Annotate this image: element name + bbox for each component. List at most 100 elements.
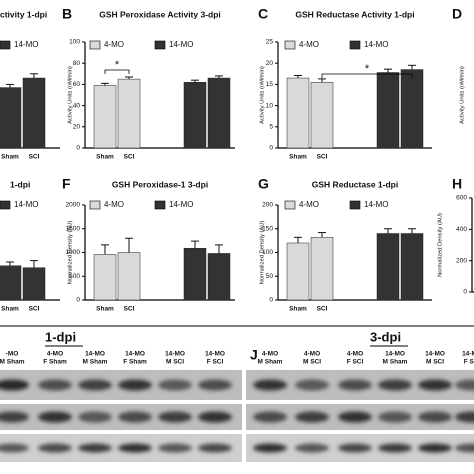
chart-title: GSH Reductase Activity 1-dpi: [295, 9, 414, 19]
blot-heading: 1-dpi: [45, 329, 76, 344]
panel-letter: H: [452, 176, 462, 192]
y-tick-label: 400: [456, 226, 467, 233]
error-bar: [294, 236, 302, 243]
x-tick-label: SCI: [124, 154, 135, 161]
blot-band: [295, 443, 329, 453]
blot-band: [338, 379, 372, 391]
significance-bracket: [321, 73, 413, 78]
error-bar: [384, 68, 392, 73]
lane-group: F Sham: [43, 359, 67, 366]
bar: [310, 82, 334, 149]
y-tick-label: 200: [262, 202, 273, 209]
x-tick-label: SCI: [317, 154, 328, 161]
lane-group: F SCI: [464, 359, 474, 366]
blot-band: [455, 443, 474, 453]
error-bar: [125, 237, 133, 253]
y-axis-label: Normalized Density (AU): [438, 213, 444, 277]
y-axis-label: Normalized Density (AU): [68, 221, 74, 285]
y-tick-label: 80: [73, 60, 81, 67]
y-tick-label: 20: [73, 124, 81, 131]
lane-age: 14-MO: [425, 351, 445, 358]
lane-age: 14-MO: [385, 351, 405, 358]
lane-age: 14-MO: [85, 351, 105, 358]
blot-band: [78, 411, 112, 423]
error-bar: [294, 74, 302, 79]
lane-age: 14-MO: [462, 351, 474, 358]
blot-band: [378, 443, 412, 453]
error-bar: [215, 75, 223, 79]
error-bar: [191, 79, 199, 83]
error-bar: [318, 232, 326, 238]
blot-band: [253, 379, 287, 391]
panel-letter: C: [258, 6, 268, 22]
legend-label: 4-MO: [299, 40, 319, 49]
x-tick-label: SCI: [29, 306, 40, 313]
legend-label: 14-MO: [169, 200, 193, 209]
blot-band: [158, 411, 192, 423]
bar: [286, 242, 310, 301]
bar: [400, 69, 424, 149]
error-bar: [384, 228, 392, 234]
x-tick-label: SCI: [29, 154, 40, 161]
blot-band: [378, 411, 412, 423]
blot-band: [198, 379, 232, 391]
y-tick-label: 100: [262, 249, 273, 256]
x-tick-label: SCI: [317, 306, 328, 313]
lane-group: M Sham: [383, 359, 408, 366]
blot-band: [253, 443, 287, 453]
blot-band: [455, 411, 474, 423]
blot-band: [0, 411, 29, 423]
panel-letter: D: [452, 6, 462, 22]
error-bar: [125, 76, 133, 80]
blot-band: [38, 379, 72, 391]
y-tick-label: 1500: [66, 225, 81, 232]
x-tick-label: Sham: [1, 306, 19, 313]
blot-band: [0, 379, 29, 391]
blot-band: [418, 443, 452, 453]
y-axis-label: Normalized Density (AU): [260, 221, 266, 285]
error-bar: [215, 244, 223, 254]
x-tick-label: Sham: [1, 154, 19, 161]
y-tick-label: 1000: [66, 249, 81, 256]
blot-band: [198, 443, 232, 453]
error-bar: [101, 82, 109, 86]
y-tick-label: 0: [269, 297, 273, 304]
x-tick-label: Sham: [96, 306, 114, 313]
error-bar: [6, 261, 14, 266]
legend-swatch: [349, 200, 361, 210]
legend-label: 4-MO: [104, 40, 124, 49]
y-tick-label: 20: [266, 60, 274, 67]
significance-mark: *: [115, 59, 120, 71]
y-axis-label: Activity Units (nM/min): [260, 66, 266, 124]
bar: [286, 77, 310, 149]
blot-band: [38, 443, 72, 453]
legend-swatch: [0, 200, 11, 210]
bar: [22, 77, 46, 149]
y-tick-label: 0: [76, 297, 80, 304]
y-tick-label: 100: [69, 39, 80, 46]
chart-title: GSH Peroxidase-1 3-dpi: [112, 179, 208, 189]
legend-label: 14-MO: [364, 200, 388, 209]
lane-group: F Sham: [123, 359, 147, 366]
blot-band: [418, 411, 452, 423]
y-tick-label: 2000: [66, 202, 81, 209]
y-tick-label: 25: [266, 39, 274, 46]
y-tick-label: 500: [69, 273, 80, 280]
blot-band: [253, 411, 287, 423]
blot-band: [38, 411, 72, 423]
y-tick-label: 0: [269, 145, 273, 152]
y-tick-label: 0: [76, 145, 80, 152]
lane-age: 14-MO: [165, 351, 185, 358]
lane-group: M Sham: [258, 359, 283, 366]
chart-title: 1-dpi: [10, 179, 30, 189]
y-tick-label: 600: [456, 195, 467, 202]
blot-band: [118, 443, 152, 453]
blot-band: [78, 443, 112, 453]
blot-band: [418, 379, 452, 391]
bar: [117, 78, 141, 149]
y-tick-label: 0: [463, 289, 467, 296]
bar: [183, 82, 207, 149]
lane-group: M SCI: [166, 359, 184, 366]
blot-band: [295, 379, 329, 391]
legend-label: 14-MO: [14, 200, 38, 209]
